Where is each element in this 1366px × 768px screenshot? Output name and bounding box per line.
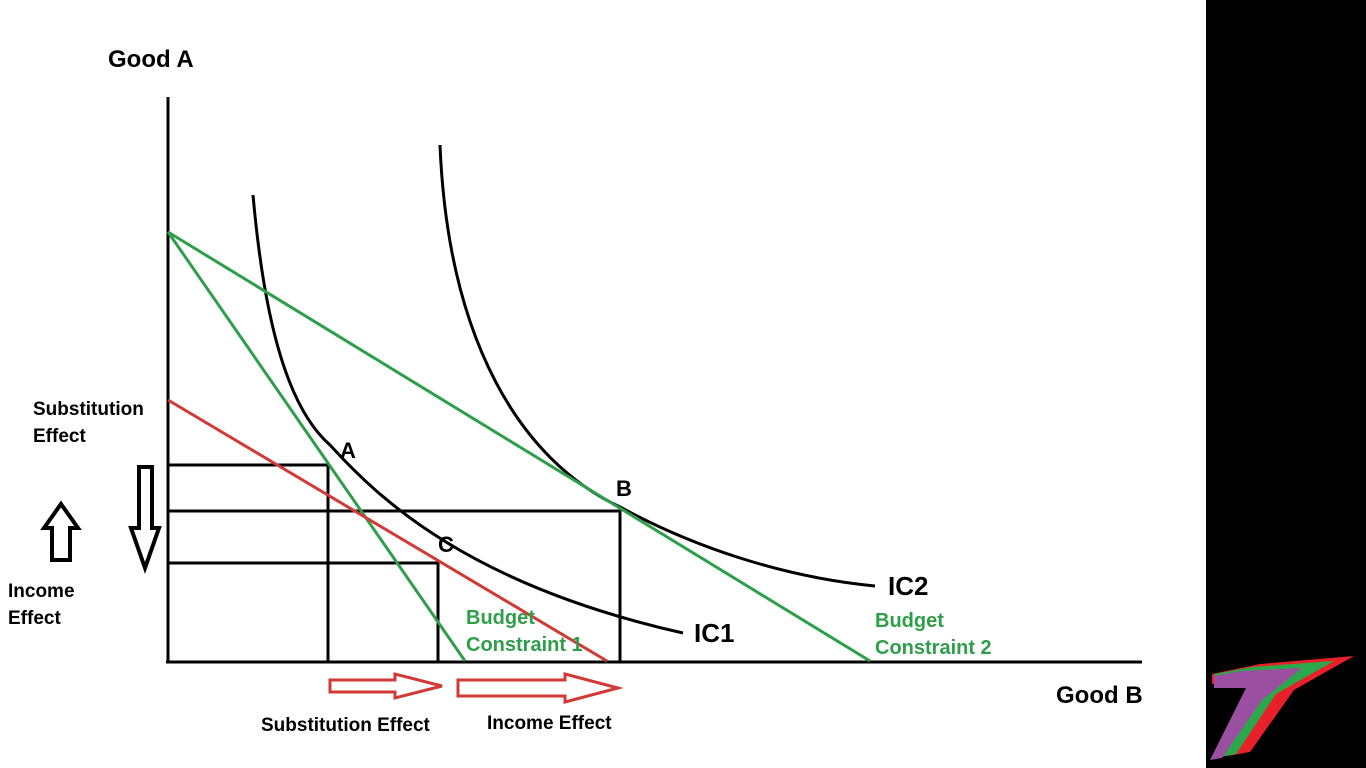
logo-mark-icon	[1210, 656, 1354, 760]
arrow-up-outline-icon	[40, 500, 82, 562]
right-black-panel	[1206, 0, 1366, 768]
income-effect-vertical-line2: Effect	[8, 608, 61, 629]
x-axis-label: Good B	[1056, 682, 1143, 709]
shifted-budget-line	[167, 398, 608, 663]
point-b-label: B	[616, 476, 632, 501]
budget-constraint-1-line1: Budget	[466, 607, 535, 629]
budget-constraint-2-line1: Budget	[875, 610, 944, 632]
point-c-label: C	[438, 532, 454, 557]
budget-constraint-2-line	[167, 230, 871, 663]
income-effect-arrow-icon	[456, 672, 624, 704]
income-effect-vertical-line1: Income	[8, 581, 75, 602]
ic2-label: IC2	[888, 571, 928, 601]
income-effect-vertical-label: Income Effect	[8, 581, 80, 629]
budget-constraint-2-label: Budget Constraint 2	[875, 610, 992, 659]
budget-constraint-1-label: Budget Constraint 1	[466, 607, 583, 656]
substitution-effect-arrow-icon	[328, 672, 443, 700]
indifference-curve-ic1	[251, 194, 684, 635]
projection-lines	[168, 463, 622, 662]
point-b-projection	[168, 509, 622, 662]
substitution-effect-vertical-line2: Effect	[33, 426, 86, 447]
point-c-projection	[168, 561, 440, 662]
ic1-label: IC1	[694, 618, 734, 648]
substitution-effect-horizontal-label: Substitution Effect	[261, 715, 431, 736]
y-axis-label: Good A	[108, 46, 194, 73]
indifference-curve-ic2	[438, 144, 876, 588]
budget-constraint-2-line2: Constraint 2	[875, 637, 992, 659]
budget-constraint-1-line	[166, 231, 467, 662]
point-a-label: A	[340, 438, 356, 463]
arrow-down-outline-icon	[128, 465, 162, 575]
substitution-effect-vertical-line1: Substitution	[33, 399, 144, 420]
income-effect-horizontal-label: Income Effect	[487, 713, 612, 734]
budget-constraint-1-line2: Constraint 1	[466, 634, 583, 656]
substitution-effect-vertical-label: Substitution Effect	[33, 399, 149, 447]
